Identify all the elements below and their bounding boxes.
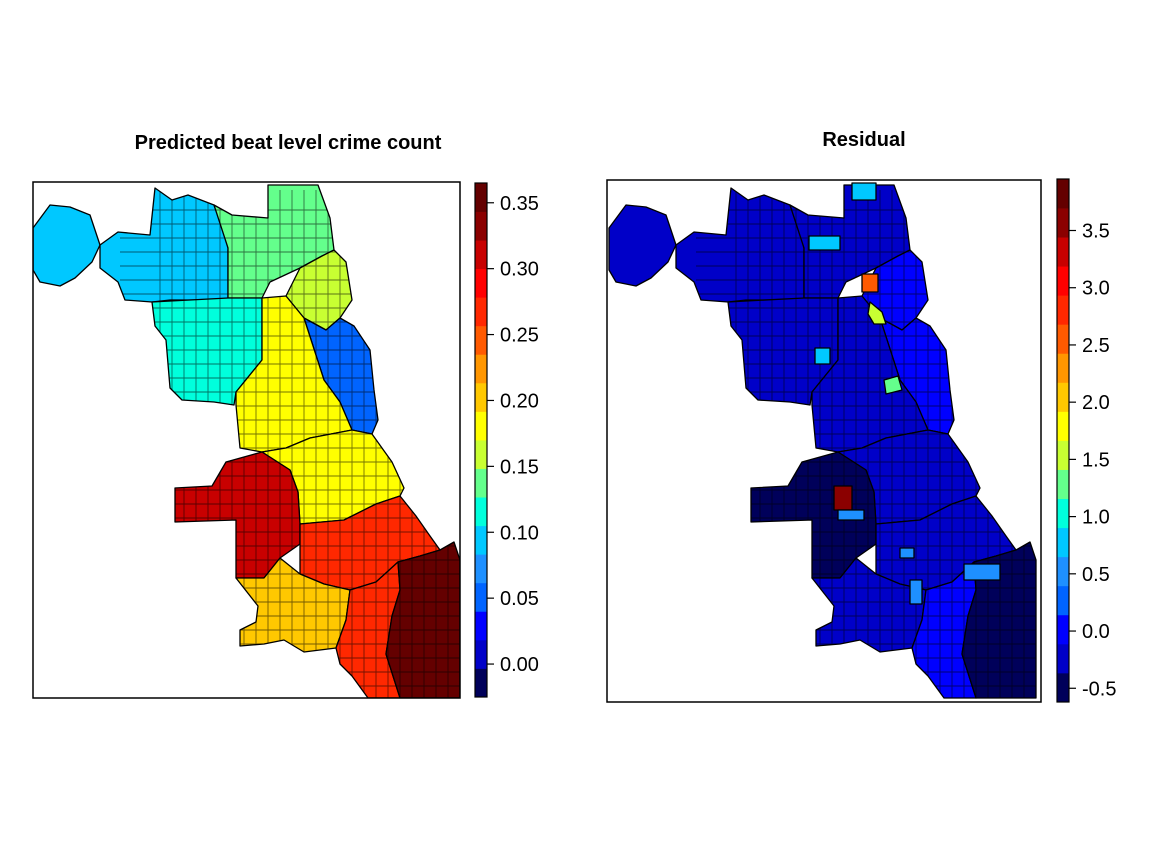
legend-tick-label: 3.5 (1082, 220, 1110, 242)
beat-regions (608, 184, 1037, 699)
legend-swatch (475, 268, 487, 298)
legend-swatch (475, 297, 487, 327)
legend-swatch (1057, 672, 1069, 703)
legend-swatch (1057, 556, 1069, 587)
legend-swatch (1057, 208, 1069, 238)
legend-swatch (475, 554, 487, 584)
highlight-cyan-beat-2 (814, 347, 831, 365)
legend-swatch (1057, 382, 1069, 412)
legend-swatch (1057, 237, 1069, 267)
legend-frame (474, 182, 488, 698)
legend-tick-label: -0.5 (1082, 678, 1116, 700)
panel-predicted: Predicted beat level crime count 0.350.3… (32, 132, 539, 699)
legend-swatch (1057, 498, 1069, 529)
highlight-cyan-beat-3 (851, 182, 877, 201)
region-far-northwest (608, 204, 677, 287)
panel-title: Residual (822, 129, 905, 151)
color-legend: 0.35 0.30 0.25 0.20 0.15 0.10 0.05 0.00 (474, 182, 539, 698)
legend-tick-label: 2.5 (1082, 335, 1110, 357)
legend-swatch (1057, 179, 1069, 209)
color-legend: 3.5 3.0 2.5 2.0 1.5 1.0 0.5 0.0 -0.5 (1056, 178, 1116, 703)
legend-swatch (475, 582, 487, 612)
legend-tick-label: 1.0 (1082, 507, 1110, 529)
choropleth-map (608, 182, 1037, 699)
legend-swatch (1057, 353, 1069, 383)
legend-tick-label: 3.0 (1082, 278, 1110, 300)
legend-tick-label: 0.20 (500, 390, 539, 412)
legend-tick-label: 0.0 (1082, 621, 1110, 643)
map-frame (32, 181, 461, 699)
legend-swatch (475, 211, 487, 241)
highlight-green-beat-central (883, 375, 903, 395)
legend-swatch (475, 240, 487, 270)
region-northwest (99, 187, 229, 303)
legend-swatch (1057, 266, 1069, 296)
highlight-light-blue-beat-1 (837, 509, 865, 521)
legend-tick-label: 0.15 (500, 456, 539, 478)
legend-swatch (1057, 527, 1069, 558)
legend-tick-label: 0.10 (500, 522, 539, 544)
legend-swatch (1057, 295, 1069, 325)
map-frame (606, 179, 1042, 703)
highlight-hot-beat-north (861, 273, 879, 293)
legend-tick-label: 1.5 (1082, 449, 1110, 471)
legend-tick-label: 0.25 (500, 325, 539, 347)
legend-tick-label: 0.5 (1082, 564, 1110, 586)
legend-tick-label: 2.0 (1082, 392, 1110, 414)
region-far-southwest (811, 557, 927, 653)
region-northwest (675, 187, 805, 303)
highlight-cyan-beat-1 (808, 235, 841, 251)
legend-swatch (1057, 469, 1069, 500)
legend-tick-label: 0.35 (500, 193, 539, 215)
legend-swatch (475, 382, 487, 412)
legend-swatch (475, 639, 487, 669)
legend-swatch (475, 354, 487, 384)
choropleth-map (33, 184, 460, 698)
legend-swatch (1057, 440, 1069, 470)
legend-swatch (1057, 614, 1069, 645)
highlight-light-blue-beat-2 (909, 579, 923, 605)
legend-tick-label: 0.30 (500, 259, 539, 281)
region-far-southwest (235, 557, 351, 653)
legend-swatch (1057, 643, 1069, 674)
legend-swatch (475, 497, 487, 527)
highlight-hot-beat-south (833, 485, 853, 511)
beat-regions (33, 184, 460, 698)
legend-frame (1056, 178, 1070, 703)
legend-swatch (1057, 411, 1069, 441)
legend-swatch (475, 525, 487, 555)
legend-swatch (475, 668, 487, 698)
region-southeast (385, 541, 460, 698)
legend-swatch (475, 325, 487, 355)
legend-swatch (475, 611, 487, 641)
panel-title: Predicted beat level crime count (135, 132, 442, 154)
panel-residual: Residual 3.5 3.0 2.5 2.0 1.5 1.0 0.5 0.0 -0.5 (606, 129, 1116, 703)
highlight-green-beat-north (867, 301, 887, 325)
legend-tick-label: 0.00 (500, 654, 539, 676)
legend-swatch (475, 440, 487, 469)
region-far-northwest (33, 204, 101, 287)
legend-swatch (1057, 324, 1069, 354)
legend-swatch (475, 468, 487, 498)
region-southeast (961, 541, 1037, 699)
legend-swatch (475, 183, 487, 212)
highlight-light-blue-beat-4 (899, 547, 915, 559)
legend-swatch (475, 411, 487, 441)
legend-swatch (1057, 585, 1069, 616)
highlight-light-blue-beat-3 (963, 563, 1001, 581)
legend-tick-label: 0.05 (500, 588, 539, 610)
